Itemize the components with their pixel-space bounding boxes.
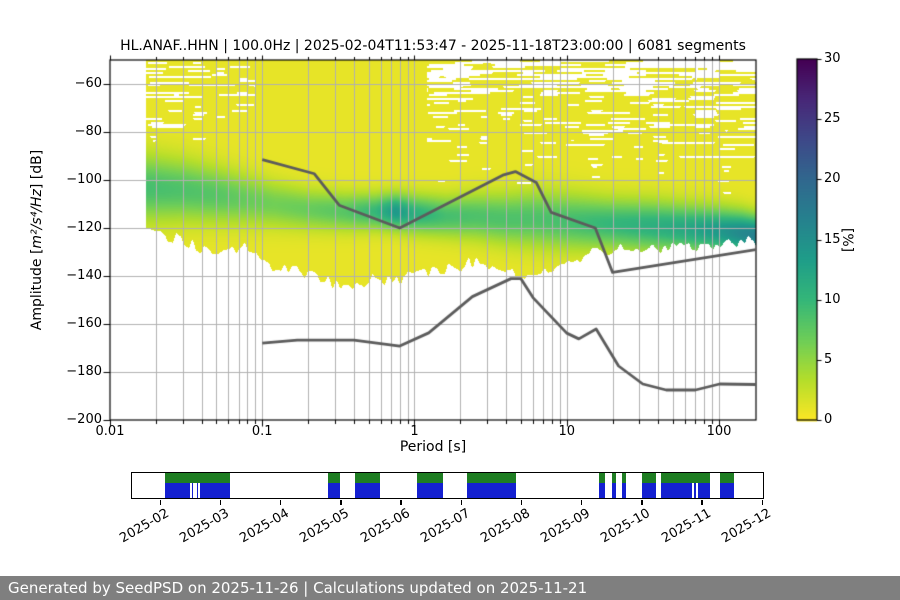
footer-bar: Generated by SeedPSD on 2025-11-26 | Cal… [0,576,900,600]
availability-segment [660,473,710,498]
availability-segment [599,473,606,498]
x-tick-label: 1 [410,424,419,439]
y-tick-label: −200 [66,412,102,427]
availability-segment [355,473,380,498]
availability-segment-top [719,473,734,484]
availability-segment-bottom [328,483,341,498]
availability-segment-bottom [355,483,380,498]
month-tick [280,500,282,505]
availability-bar [131,472,764,499]
colorbar-tick-label: 30 [824,51,841,66]
availability-segment-bottom [660,483,710,498]
month-tick [400,500,402,505]
availability-gap-line [192,483,195,498]
availability-segment-top [660,473,710,484]
availability-segment [622,473,626,498]
month-tick [159,500,161,505]
month-tick [340,500,342,505]
colorbar-tick-label: 0 [824,412,833,427]
availability-segment-top [599,473,606,484]
month-tick [219,500,222,505]
availability-segment [416,473,443,498]
availability-segment-bottom [622,483,626,498]
availability-segment [612,473,617,498]
availability-segment-top [328,473,341,484]
colorbar-tick-label: 25 [824,111,841,127]
availability-segment-top [416,473,443,484]
plot-title: HL.ANAF..HHN | 100.0Hz | 2025-02-04T11:5… [120,38,746,54]
colorbar-tick-label: 20 [824,171,841,187]
month-tick [761,500,763,505]
availability-segment-top [164,473,230,484]
x-axis-label: Period [s] [399,439,467,455]
footer-text: Generated by SeedPSD on 2025-11-26 | Cal… [8,579,588,597]
availability-segment-bottom [641,483,656,498]
availability-segment-bottom [416,483,443,498]
y-tick-label: −120 [66,220,102,235]
month-tick [701,500,703,505]
x-tick-label: 0.1 [251,424,273,439]
availability-segment-bottom [612,483,617,498]
availability-gap-line [197,483,200,498]
availability-segment [328,473,341,498]
y-tick-label: −60 [74,76,102,91]
month-tick [460,500,462,505]
availability-segment [466,473,517,498]
x-tick-label: 0.01 [95,424,125,439]
availability-segment [719,473,734,498]
availability-segment [641,473,656,498]
availability-segment-top [612,473,617,484]
availability-gap-line [195,483,198,498]
availability-segment-top [622,473,626,484]
month-tick [641,500,643,505]
x-tick-label: 100 [706,424,732,439]
colorbar-tick-label: 5 [824,351,833,367]
availability-segment-top [355,473,380,484]
y-tick-label: −80 [74,124,102,139]
month-tick [581,500,583,505]
availability-gap-line [695,483,698,498]
availability-segment-top [641,473,656,484]
availability-segment-top [466,473,517,484]
month-tick [520,500,523,505]
y-tick-label: −100 [66,172,102,187]
availability-segment-bottom [719,483,734,498]
availability-segment-bottom [599,483,606,498]
availability-gap-line [691,483,694,498]
availability-segment-bottom [466,483,517,498]
x-tick-label: 10 [558,424,576,439]
availability-gap-line [190,483,193,498]
y-tick-label: −180 [66,364,102,379]
y-tick-label: −160 [66,316,102,331]
colorbar-label: [%] [839,227,855,253]
y-axis-unit: m²/s⁴/Hz [29,189,45,249]
colorbar-tick-label: 10 [824,291,841,307]
colorbar-tick-label: 15 [824,231,841,247]
y-tick-label: −140 [66,268,102,283]
